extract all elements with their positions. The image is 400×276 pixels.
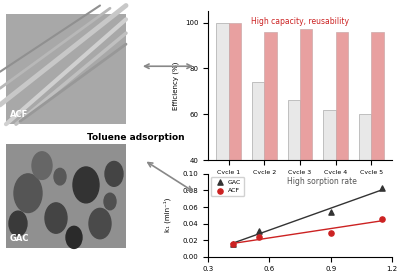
Point (328, 210, 334, 214)
Y-axis label: Efficiency (%): Efficiency (%) (172, 61, 178, 110)
Point (328, 230, 334, 235)
Bar (264, 32, 277, 252)
Text: High capacity, reusability: High capacity, reusability (251, 17, 349, 26)
Bar (252, 82, 264, 252)
Bar (288, 100, 300, 252)
Bar (300, 29, 312, 252)
Circle shape (54, 168, 66, 185)
Point (256, 229, 262, 233)
Circle shape (104, 193, 116, 210)
Circle shape (45, 203, 67, 233)
Text: High sorption rate: High sorption rate (287, 177, 357, 186)
Bar (229, 23, 241, 252)
Bar (323, 110, 336, 252)
Text: GAC: GAC (10, 234, 30, 243)
Circle shape (89, 208, 111, 239)
Text: Toluene adsorption: Toluene adsorption (87, 134, 185, 142)
Circle shape (66, 226, 82, 248)
Point (256, 235, 262, 239)
Point (378, 216, 385, 221)
Circle shape (14, 174, 42, 213)
Point (378, 186, 385, 190)
Bar (336, 32, 348, 252)
Point (229, 242, 236, 246)
Bar (359, 114, 371, 252)
Text: ACF: ACF (10, 110, 28, 119)
Circle shape (9, 211, 27, 236)
Circle shape (73, 167, 99, 203)
Bar (371, 32, 384, 252)
Bar (216, 23, 229, 252)
Legend: GAC, ACF: GAC, ACF (275, 210, 325, 220)
Circle shape (105, 161, 123, 186)
FancyBboxPatch shape (6, 14, 126, 124)
Y-axis label: k₁ (min⁻¹): k₁ (min⁻¹) (164, 198, 171, 232)
Circle shape (32, 152, 52, 179)
FancyBboxPatch shape (6, 144, 126, 248)
Legend: GAC, ACF: GAC, ACF (211, 177, 244, 196)
Point (229, 242, 236, 246)
